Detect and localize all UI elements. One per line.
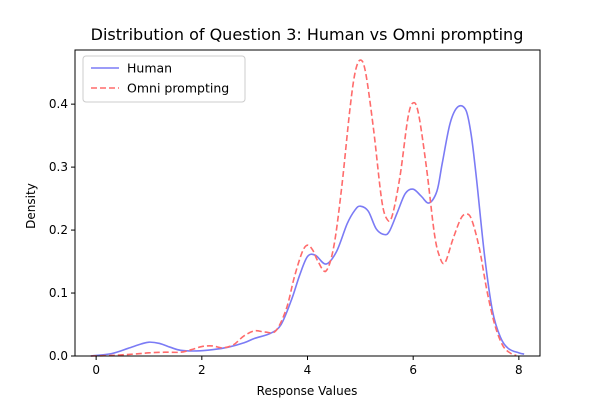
chart-title: Distribution of Question 3: Human vs Omn… [91,25,524,44]
plot-layer [90,59,525,357]
legend: Human Omni prompting [82,55,246,103]
legend-box [82,55,246,103]
x-tick-label: 0 [92,363,100,377]
y-tick-label: 0.2 [49,223,68,237]
y-tick-label: 0.1 [49,286,68,300]
ticks-layer: 0 2 4 6 8 0.0 0.1 0.2 0.3 0.4 [49,97,523,377]
x-tick-label: 2 [198,363,206,377]
y-tick-label: 0.3 [49,160,68,174]
x-tick-label: 6 [409,363,417,377]
y-axis-label: Density [24,183,38,229]
x-tick-label: 8 [515,363,523,377]
y-tick-label: 0.0 [49,349,68,363]
series-line-omni-prompting [90,59,517,357]
y-tick-label: 0.4 [49,97,68,111]
x-axis-label: Response Values [257,384,358,398]
legend-label: Human [127,61,172,76]
x-tick-label: 4 [304,363,312,377]
series-line-human [90,104,525,357]
legend-label: Omni prompting [127,81,229,96]
